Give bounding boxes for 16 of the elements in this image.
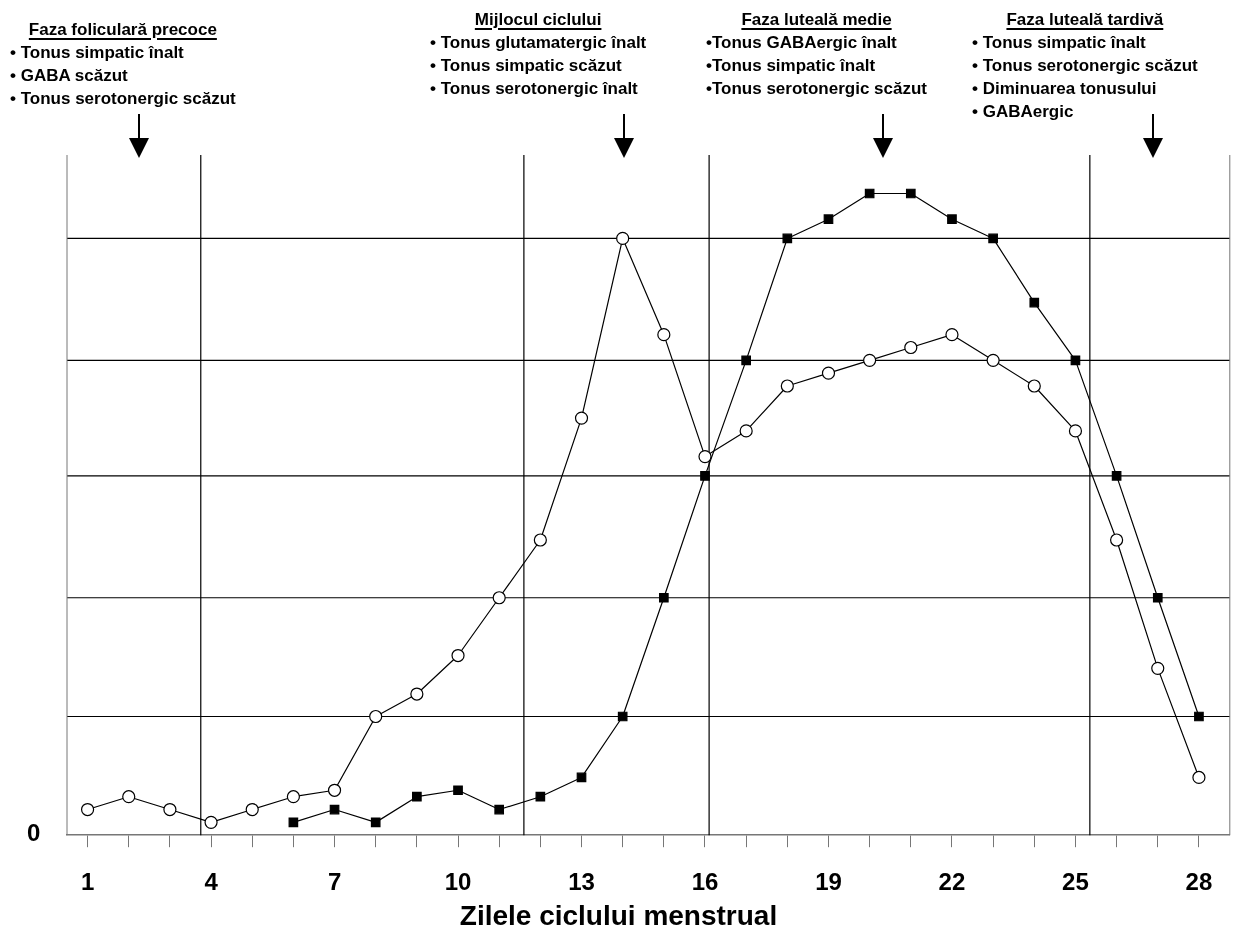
x-tick-label: 19 — [815, 868, 842, 896]
text: Faza foliculară precoce • Tonus simpatic înalt • GABA scăzut • Tonus serotonergic scăzut — [10, 19, 236, 110]
x-tick-label: 7 — [327, 868, 342, 896]
x-tick-label: 13 — [568, 868, 595, 896]
x-tick-label: 1 — [80, 868, 95, 896]
text: Mijlocul ciclului • Tonus glutamatergic înalt • Tonus simpatic scăzut • Tonus serotonergic înalt — [430, 9, 647, 100]
x-tick-label: 10 — [444, 868, 472, 896]
x-tick-label: 16 — [691, 868, 719, 896]
x-tick-label: 25 — [1062, 868, 1089, 896]
x-tick-label: 28 — [1185, 868, 1213, 896]
text: 0 — [27, 819, 41, 848]
x-axis-title: Zilele ciclului menstrual — [458, 900, 779, 932]
x-tick-label: 4 — [204, 868, 219, 896]
text: Faza luteală tardivă • Tonus simpatic înalt • Tonus serotonergic scăzut • Diminuarea tonusului • GABAergic — [972, 9, 1198, 123]
text: Faza luteală medie •Tonus GABAergic înalt •Tonus simpatic înalt •Tonus serotonergic scăzut — [706, 9, 928, 100]
x-tick-label: 22 — [938, 868, 966, 896]
